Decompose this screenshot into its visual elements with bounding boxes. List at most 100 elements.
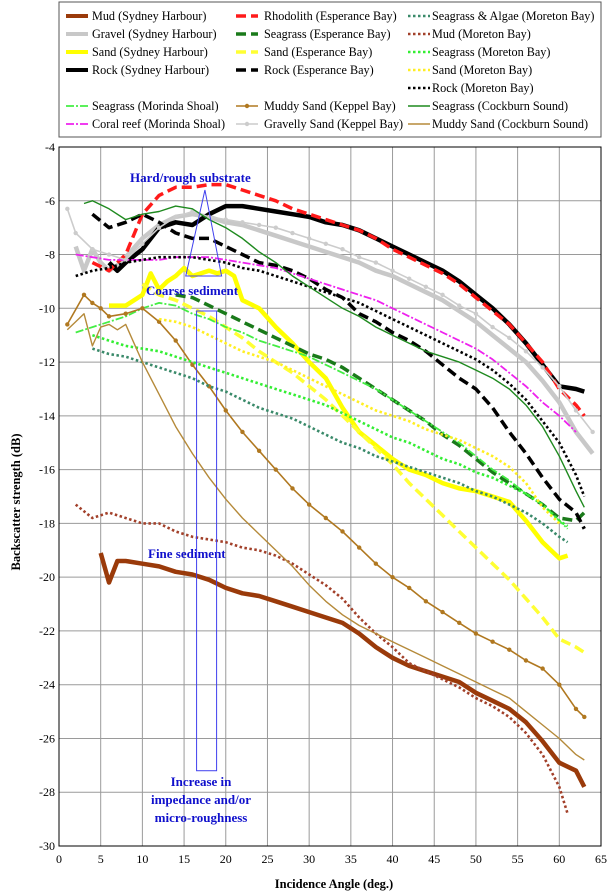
legend-label: Seagrass (Morinda Shoal)	[92, 99, 219, 113]
series-point	[106, 252, 112, 257]
x-tick-label: 15	[178, 852, 190, 866]
legend-label: Sand (Sydney Harbour)	[92, 45, 208, 59]
legend-label: Rock (Sydney Harbour)	[92, 63, 209, 77]
legend-label: Seagrass & Algae (Moreton Bay)	[432, 9, 594, 23]
series-point	[306, 502, 312, 507]
legend-label: Rock (Esperance Bay)	[264, 63, 374, 77]
series-point	[340, 529, 345, 534]
plot-area: 0 5 10 15 20 25 30 35 40 45 50 55 60 65 -4 -6 -8 -10 -12 -1…	[39, 140, 607, 866]
series-point	[557, 682, 562, 687]
series-point	[407, 276, 412, 281]
series-point	[106, 314, 112, 319]
legend-label: Gravel (Sydney Harbour)	[92, 27, 217, 41]
series-point	[156, 319, 162, 324]
series-line	[75, 253, 577, 433]
x-axis-title: Incidence Angle (deg.)	[275, 877, 393, 891]
series-point	[306, 236, 312, 241]
y-tick-label: -22	[39, 624, 55, 638]
legend-box	[58, 1, 602, 138]
annotation-increase-line-1: Increase in	[171, 774, 233, 789]
series-point	[173, 214, 178, 220]
x-tick-label: 55	[512, 852, 524, 866]
series-point	[340, 246, 345, 252]
series-line	[91, 347, 569, 544]
series-point	[356, 545, 362, 550]
series-point	[156, 225, 162, 230]
series-point	[423, 599, 429, 604]
series-point	[390, 268, 395, 273]
series-line	[141, 282, 586, 654]
plot-background	[59, 147, 601, 846]
series-point	[173, 338, 178, 343]
series-line	[66, 313, 585, 761]
y-tick-label: -10	[39, 301, 55, 315]
series-point	[190, 209, 195, 214]
series-point	[473, 311, 479, 316]
series-point	[523, 658, 529, 663]
series-point	[65, 322, 70, 327]
series-point	[490, 324, 495, 330]
x-tick-label: 50	[470, 852, 482, 866]
series-point	[557, 384, 562, 389]
legend-label: Muddy Sand (Keppel Bay)	[264, 99, 396, 113]
legend-label: Mud (Moreton Bay)	[432, 27, 531, 41]
series-line	[74, 503, 569, 815]
legend-label: Seagrass (Esperance Bay)	[264, 27, 391, 41]
series-point	[540, 666, 545, 671]
x-tick-label: 35	[345, 852, 357, 866]
series-point	[323, 241, 329, 246]
series-point	[573, 408, 579, 413]
series-line	[158, 317, 561, 525]
x-tick-label: 20	[220, 852, 232, 866]
annotation-increase-line-2: impedance and/or	[151, 792, 251, 807]
legend: Mud (Sydney Harbour) Gravel (Sydney Harbo…	[58, 1, 602, 138]
legend-label: Sand (Moreton Bay)	[432, 63, 532, 77]
series-line	[83, 200, 585, 508]
legend-swatch-marker	[244, 121, 250, 127]
x-tick-label: 5	[98, 852, 104, 866]
series-point	[140, 306, 145, 311]
y-tick-label: -16	[39, 463, 55, 477]
series-point	[273, 467, 278, 472]
series-point	[490, 639, 495, 644]
series-point	[223, 408, 228, 413]
legend-label: Muddy Sand (Cockburn Sound)	[432, 117, 588, 131]
series-point	[407, 585, 412, 591]
y-tick-label: -4	[45, 140, 55, 154]
series-point	[223, 217, 228, 222]
series-point	[290, 486, 295, 491]
y-tick-label: -14	[39, 409, 55, 423]
legend-label: Seagrass (Cockburn Sound)	[432, 99, 568, 113]
series-point	[123, 257, 128, 263]
series-line	[91, 212, 586, 530]
annotation-increase-line-3: micro-roughness	[155, 810, 248, 825]
series-point	[507, 335, 512, 341]
y-axis-title: Backscatter strength (dB)	[9, 433, 23, 570]
series-point	[440, 292, 445, 298]
series-point	[240, 220, 245, 225]
series-point	[440, 609, 445, 615]
series-line	[75, 301, 569, 530]
x-tick-label: 65	[595, 852, 607, 866]
annotation-fine-sediment: Fine sediment	[148, 546, 226, 561]
series-point	[123, 311, 128, 316]
series-point	[507, 647, 512, 652]
series-point	[256, 222, 262, 228]
y-tick-label: -28	[39, 785, 55, 799]
arrow-shaft-box	[196, 310, 218, 772]
y-tick-label: -24	[39, 678, 55, 692]
series-point	[573, 706, 579, 712]
legend-swatch-marker	[244, 103, 250, 109]
y-tick-label: -18	[39, 516, 55, 530]
y-tick-label: -20	[39, 570, 55, 584]
annotation-hard-substrate: Hard/rough substrate	[130, 170, 251, 185]
x-tick-label: 60	[553, 852, 565, 866]
series-point	[323, 515, 329, 521]
series-point	[73, 230, 78, 236]
legend-label: Sand (Esperance Bay)	[264, 45, 372, 59]
series-line	[98, 552, 587, 788]
series-point	[540, 365, 545, 370]
series-point	[90, 300, 95, 306]
legend-label: Gravelly Sand (Keppel Bay)	[264, 117, 403, 131]
series-point	[290, 230, 295, 236]
